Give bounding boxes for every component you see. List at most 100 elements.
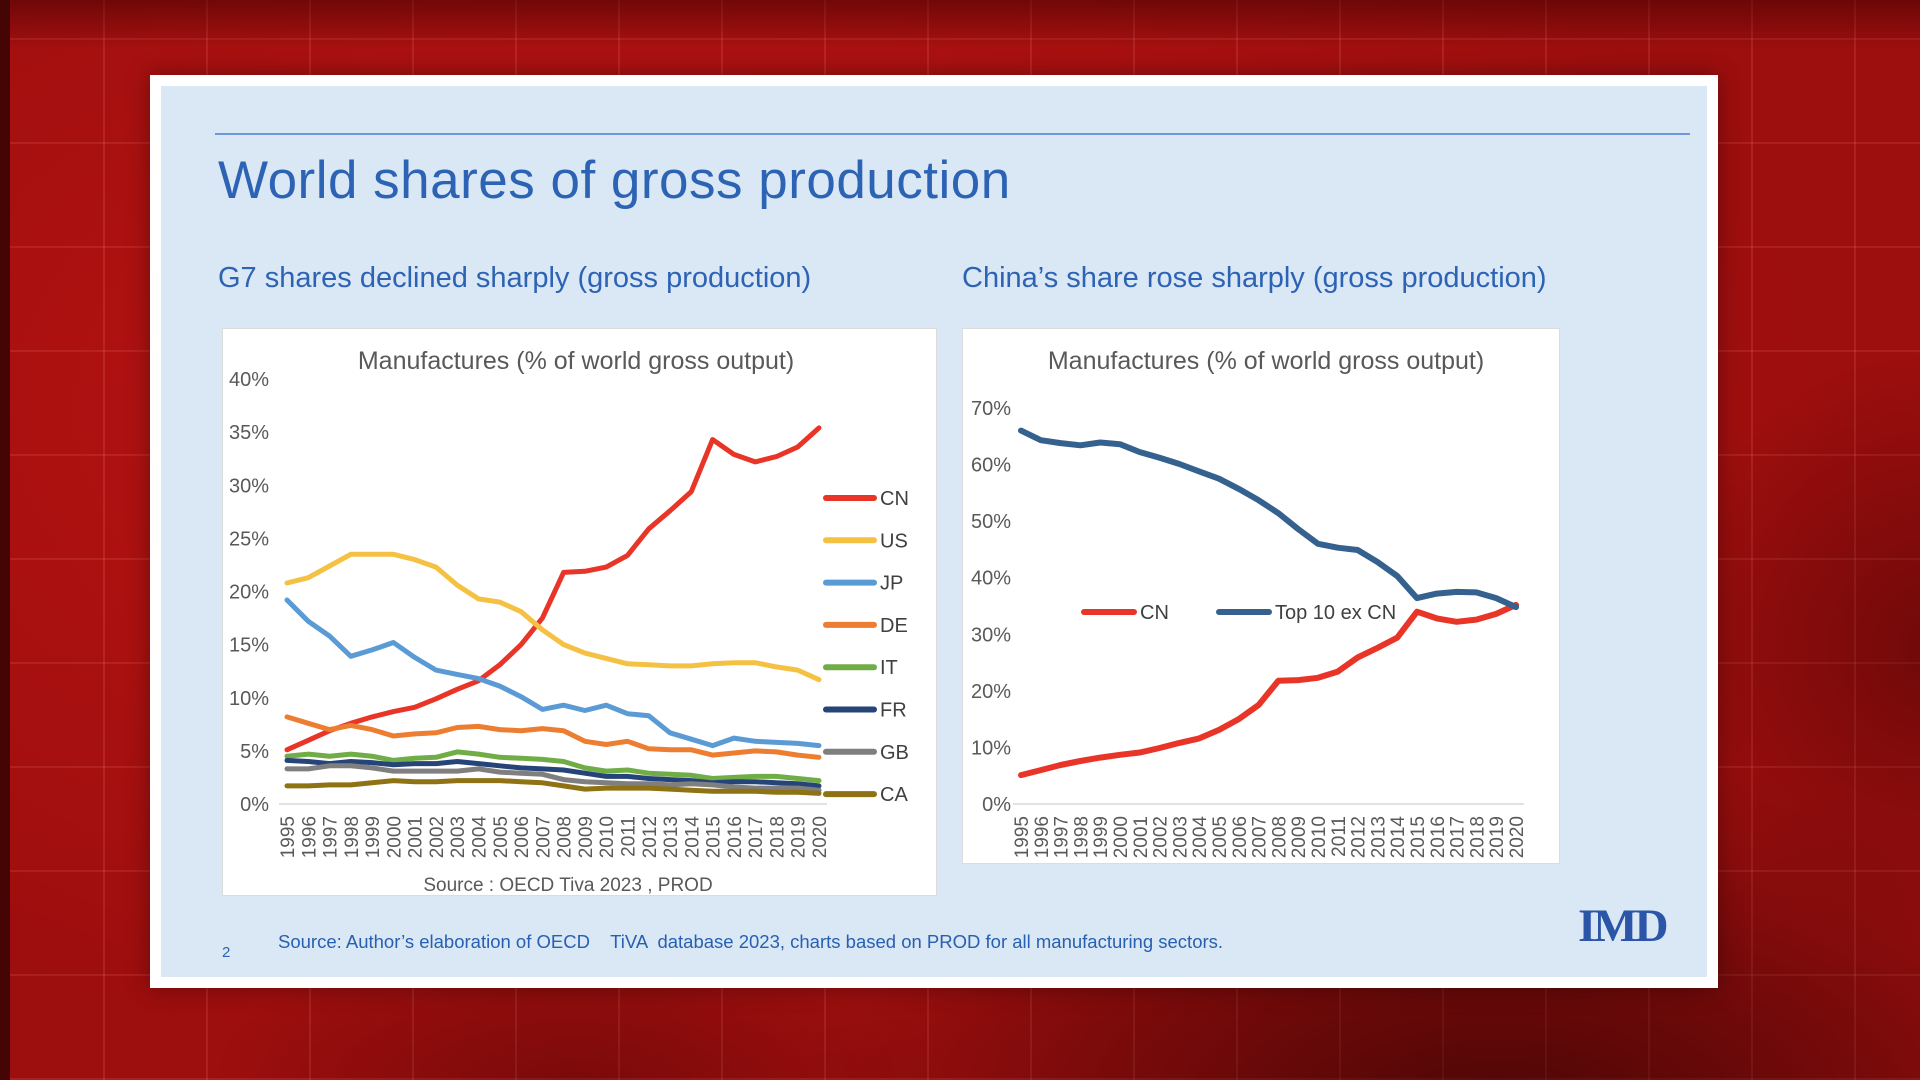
x-axis-year-label: 2017 — [746, 816, 767, 858]
legend-label-CN: CN — [1140, 602, 1169, 624]
slide-body: World shares of gross production G7 shar… — [161, 86, 1707, 977]
legend-label-DE: DE — [880, 615, 908, 637]
x-axis-year-label: 2003 — [1170, 816, 1191, 858]
x-axis-year-label: 1999 — [363, 816, 384, 858]
chart-panel-g7: Manufactures (% of world gross output) 0%… — [222, 328, 937, 896]
line-series-CN — [1018, 601, 1519, 779]
x-axis-year-label: 2020 — [1507, 816, 1528, 858]
x-axis-year-label: 1995 — [1012, 816, 1033, 858]
legend-label-GB: GB — [880, 742, 909, 764]
legend-label-US: US — [880, 530, 908, 552]
x-axis-year-label: 2016 — [725, 816, 746, 858]
x-axis-year-label: 2005 — [491, 816, 512, 858]
y-axis-label: 40% — [229, 369, 269, 391]
x-axis-year-label: 2001 — [1131, 816, 1152, 858]
x-axis-year-label: 2007 — [533, 816, 554, 858]
y-axis-label: 70% — [971, 398, 1011, 420]
x-axis-year-label: 2006 — [1230, 816, 1251, 858]
legend-label-Top-10-ex-CN: Top 10 ex CN — [1275, 602, 1396, 624]
x-axis-year-label: 2012 — [640, 816, 661, 858]
footer-source-text: Source: Author’s elaboration of OECD TiV… — [278, 931, 1224, 952]
y-axis-label: 25% — [229, 528, 269, 550]
y-axis-label: 20% — [971, 681, 1011, 703]
x-axis-year-label: 2019 — [789, 816, 810, 858]
x-axis-year-label: 2014 — [682, 816, 703, 859]
line-series-Top-10-ex-CN — [1018, 427, 1519, 611]
line-series-JP — [284, 597, 822, 749]
x-axis-year-label: 1995 — [278, 816, 299, 858]
x-axis-year-label: 2010 — [597, 816, 618, 858]
x-axis-year-label: 2002 — [427, 816, 448, 858]
legend-label-FR: FR — [880, 700, 907, 722]
x-axis-year-label: 2011 — [618, 816, 639, 857]
legend-label-IT: IT — [880, 657, 898, 679]
x-axis-year-label: 1996 — [299, 816, 320, 858]
x-axis-year-label: 2000 — [1111, 816, 1132, 858]
china-line-chart: Manufactures (% of world gross output) 0%… — [971, 347, 1528, 859]
x-axis-year-label: 1996 — [1032, 816, 1053, 858]
y-axis-label: 50% — [971, 511, 1011, 533]
x-axis-year-label: 2015 — [1408, 816, 1429, 858]
subtitle-china: China’s share rose sharply (gross produc… — [962, 262, 1547, 294]
x-axis-year-label: 2020 — [810, 816, 831, 858]
subtitle-g7: G7 shares declined sharply (gross produc… — [218, 262, 812, 294]
x-axis-year-label: 2013 — [661, 816, 682, 858]
y-axis-label: 40% — [971, 568, 1011, 590]
legend-label-CN: CN — [880, 488, 909, 510]
x-axis-year-label: 1998 — [1071, 816, 1092, 858]
x-axis-year-label: 2015 — [704, 816, 725, 858]
line-series-FR — [284, 757, 822, 789]
slide-title: World shares of gross production — [218, 151, 1011, 210]
x-axis-year-label: 2011 — [1329, 816, 1350, 857]
x-axis-year-label: 2008 — [1269, 816, 1290, 858]
x-axis-year-label: 1997 — [1052, 816, 1073, 858]
y-axis-label: 10% — [229, 688, 269, 710]
x-axis-year-label: 2009 — [1289, 816, 1310, 858]
line-series-CA — [284, 778, 822, 796]
imd-logo: IMD — [1578, 900, 1669, 952]
x-axis-year-label: 2009 — [576, 816, 597, 858]
chart-source-note: Source : OECD Tiva 2023 , PROD — [423, 875, 712, 895]
chart-title: Manufactures (% of world gross output) — [1048, 347, 1484, 375]
g7-line-chart: Manufactures (% of world gross output) 0%… — [229, 347, 909, 896]
y-axis-label: 0% — [982, 794, 1011, 816]
legend-label-JP: JP — [880, 573, 903, 595]
y-axis-label: 20% — [229, 582, 269, 604]
x-axis-year-label: 1997 — [321, 816, 342, 858]
y-axis-label: 5% — [240, 741, 269, 763]
chart-title: Manufactures (% of world gross output) — [358, 347, 794, 375]
x-axis-year-label: 2004 — [1190, 816, 1211, 859]
background-left-edge-strip — [0, 0, 10, 1080]
x-axis-year-label: 2004 — [470, 816, 491, 859]
line-series-GB — [284, 763, 822, 793]
x-axis-year-label: 2018 — [767, 816, 788, 858]
x-axis-year-label: 2005 — [1210, 816, 1231, 858]
y-axis-label: 30% — [229, 475, 269, 497]
x-axis-year-label: 2008 — [555, 816, 576, 858]
page-number: 2 — [222, 944, 231, 961]
x-axis-year-label: 2007 — [1250, 816, 1271, 858]
y-axis-label: 60% — [971, 455, 1011, 477]
x-axis-year-label: 2000 — [384, 816, 405, 858]
x-axis-year-label: 2016 — [1428, 816, 1449, 858]
line-series-US — [284, 551, 822, 683]
x-axis-year-label: 2006 — [512, 816, 533, 858]
title-rule — [215, 133, 1690, 135]
x-axis-year-label: 2003 — [448, 816, 469, 858]
x-axis-year-label: 1999 — [1091, 816, 1112, 858]
x-axis-year-label: 2012 — [1349, 816, 1370, 858]
x-axis-year-label: 2010 — [1309, 816, 1330, 858]
line-series-DE — [284, 714, 822, 760]
line-series-CN — [284, 425, 822, 753]
x-axis-year-label: 2019 — [1487, 816, 1508, 858]
x-axis-year-label: 2013 — [1368, 816, 1389, 858]
y-axis-label: 15% — [229, 635, 269, 657]
x-axis-year-label: 2018 — [1467, 816, 1488, 858]
y-axis-label: 30% — [971, 624, 1011, 646]
chart-panel-china: Manufactures (% of world gross output) 0%… — [962, 328, 1560, 864]
y-axis-label: 10% — [971, 737, 1011, 759]
line-series-IT — [284, 749, 822, 784]
x-axis-year-label: 2002 — [1151, 816, 1172, 858]
x-axis-year-label: 2001 — [406, 816, 427, 858]
